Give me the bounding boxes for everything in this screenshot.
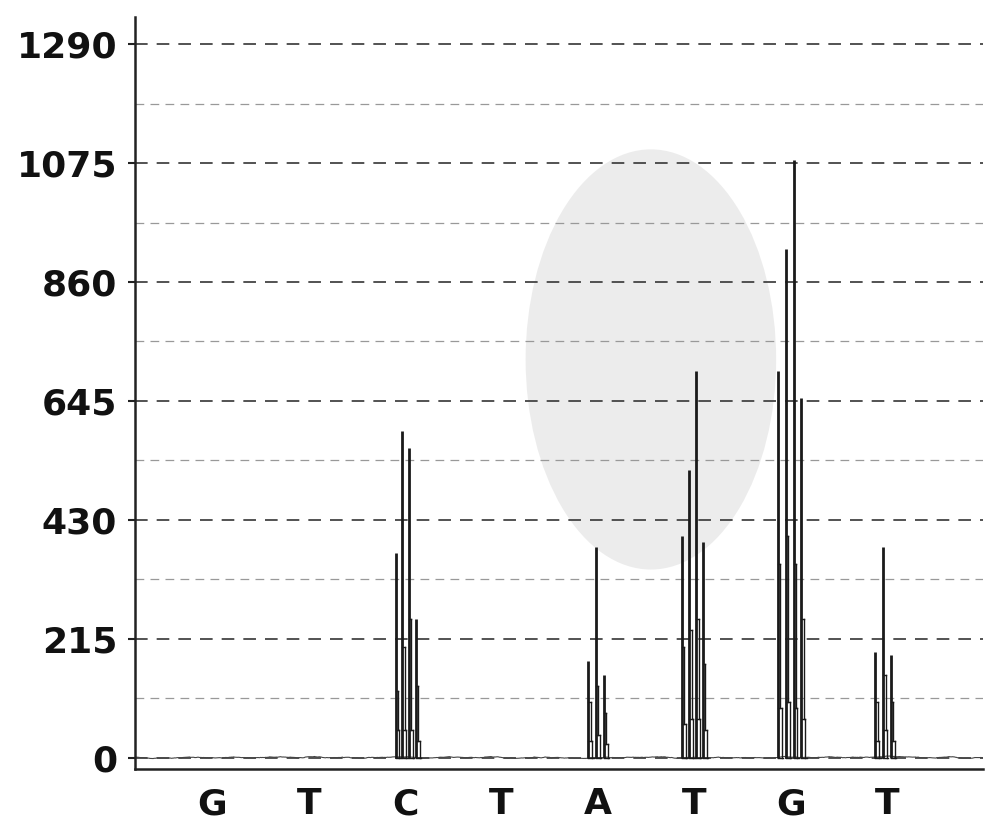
Ellipse shape xyxy=(526,149,776,570)
